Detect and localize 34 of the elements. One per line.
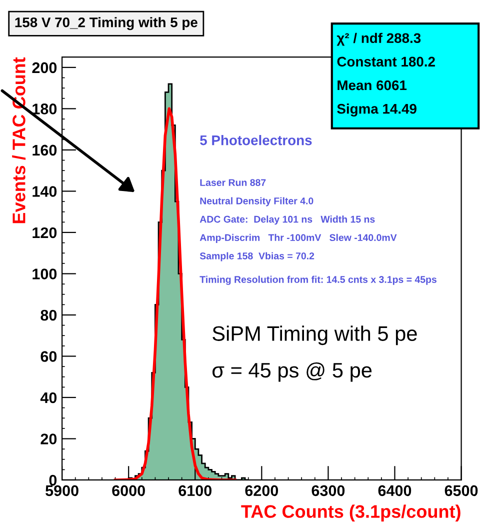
y-tick-label: 120 xyxy=(32,227,57,238)
x-axis-title: TAC Counts (3.1ps/count) xyxy=(241,504,460,522)
y-tick-label: 100 xyxy=(32,268,57,280)
x-tick-label: 6500 xyxy=(444,485,478,496)
y-tick-label: 180 xyxy=(32,104,57,114)
y-tick-label: 200 xyxy=(32,62,57,74)
annotation: Sample 158 Vbias = 70.2 xyxy=(200,252,314,262)
annotation: Neutral Density Filter 4.0 xyxy=(200,197,314,206)
y-tick-label: 80 xyxy=(40,310,57,321)
x-tick-label: 5900 xyxy=(46,485,78,496)
annotation: SiPM Timing with 5 pe xyxy=(212,326,417,346)
chart-title: 158 V 70_2 Timing with 5 pe xyxy=(15,17,198,30)
annotation: Constant 180.2 xyxy=(337,56,435,67)
text: χ² / ndf 288.3 xyxy=(336,32,421,46)
y-tick-label: 40 xyxy=(40,392,57,404)
annotation: Amp-Discrim Thr -100mV Slew -140.0mV xyxy=(200,234,397,243)
y-axis-title: Events / TAC Count xyxy=(12,57,26,224)
y-tick-label: 20 xyxy=(40,434,57,444)
y-tick-label: 160 xyxy=(32,144,57,156)
x-tick-label: 6400 xyxy=(378,485,412,496)
annotation: Mean 6061 xyxy=(338,80,407,90)
x-tick-label: 6000 xyxy=(112,485,145,496)
y-tick-label: 140 xyxy=(32,186,57,197)
annotation: Timing Resolution from fit: 14.5 cnts x 3.1ps = 45ps xyxy=(200,276,436,285)
y-tick-label: 60 xyxy=(40,351,57,362)
annotation: Sigma 14.49 xyxy=(337,104,416,117)
x-tick-label: 6200 xyxy=(245,485,278,496)
annotation: Laser Run 887 xyxy=(200,179,266,186)
annotation: σ = 45 ps @ 5 pe xyxy=(212,362,372,382)
y-tick-label: 0 xyxy=(49,474,57,486)
annotation: ADC Gate: Delay 101 ns Width 15 ns xyxy=(200,216,375,225)
x-tick-label: 6100 xyxy=(178,485,212,496)
annotation: 5 Photoelectrons xyxy=(200,135,312,146)
x-tick-label: 6300 xyxy=(312,485,345,496)
